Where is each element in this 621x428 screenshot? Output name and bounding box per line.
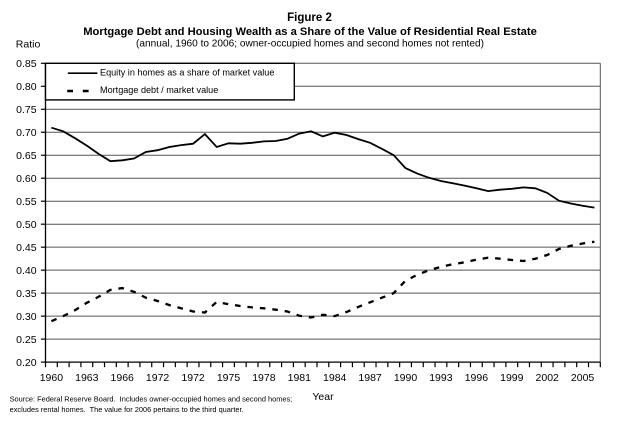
svg-text:1984: 1984 <box>323 372 347 384</box>
svg-text:0.80: 0.80 <box>16 81 37 93</box>
svg-text:1972: 1972 <box>181 372 205 384</box>
svg-text:0.65: 0.65 <box>16 150 37 162</box>
svg-text:0.55: 0.55 <box>16 196 37 208</box>
svg-text:0.20: 0.20 <box>16 357 37 369</box>
svg-text:Year: Year <box>312 391 334 403</box>
svg-text:Mortgage Debt and Housing Weal: Mortgage Debt and Housing Wealth as a Sh… <box>83 26 537 38</box>
svg-text:0.70: 0.70 <box>16 127 37 139</box>
svg-text:1999: 1999 <box>500 372 524 384</box>
svg-text:1975: 1975 <box>217 372 241 384</box>
svg-text:1966: 1966 <box>111 372 135 384</box>
svg-text:1960: 1960 <box>40 372 64 384</box>
svg-text:Figure 2: Figure 2 <box>287 12 332 24</box>
svg-text:0.75: 0.75 <box>16 104 37 116</box>
svg-text:1996: 1996 <box>465 372 489 384</box>
svg-text:(annual, 1960 to 2006; owner-o: (annual, 1960 to 2006; owner-occupied ho… <box>136 39 484 50</box>
svg-text:0.85: 0.85 <box>16 58 37 70</box>
svg-text:1981: 1981 <box>288 372 312 384</box>
svg-text:0.25: 0.25 <box>16 334 37 346</box>
svg-text:1963: 1963 <box>75 372 99 384</box>
svg-text:0.60: 0.60 <box>16 173 37 185</box>
svg-text:1993: 1993 <box>429 372 453 384</box>
svg-text:0.35: 0.35 <box>16 288 37 300</box>
svg-text:2005: 2005 <box>571 372 595 384</box>
svg-text:1990: 1990 <box>394 372 418 384</box>
svg-text:1978: 1978 <box>252 372 276 384</box>
svg-text:0.45: 0.45 <box>16 242 37 254</box>
svg-text:0.40: 0.40 <box>16 265 37 277</box>
svg-text:Ratio: Ratio <box>16 39 41 51</box>
svg-text:Source: Federal Reserve Board.: Source: Federal Reserve Board. Includes … <box>10 395 293 404</box>
svg-text:Equity in homes as a share of: Equity in homes as a share of market val… <box>100 67 274 77</box>
svg-text:1987: 1987 <box>358 372 382 384</box>
svg-text:Mortgage debt / market value: Mortgage debt / market value <box>100 85 218 95</box>
svg-text:excludes rental homes. The va: excludes rental homes. The value for 200… <box>10 405 244 414</box>
svg-text:2002: 2002 <box>536 372 560 384</box>
svg-text:0.30: 0.30 <box>16 311 37 323</box>
svg-text:0.50: 0.50 <box>16 219 37 231</box>
svg-text:1972: 1972 <box>146 372 170 384</box>
